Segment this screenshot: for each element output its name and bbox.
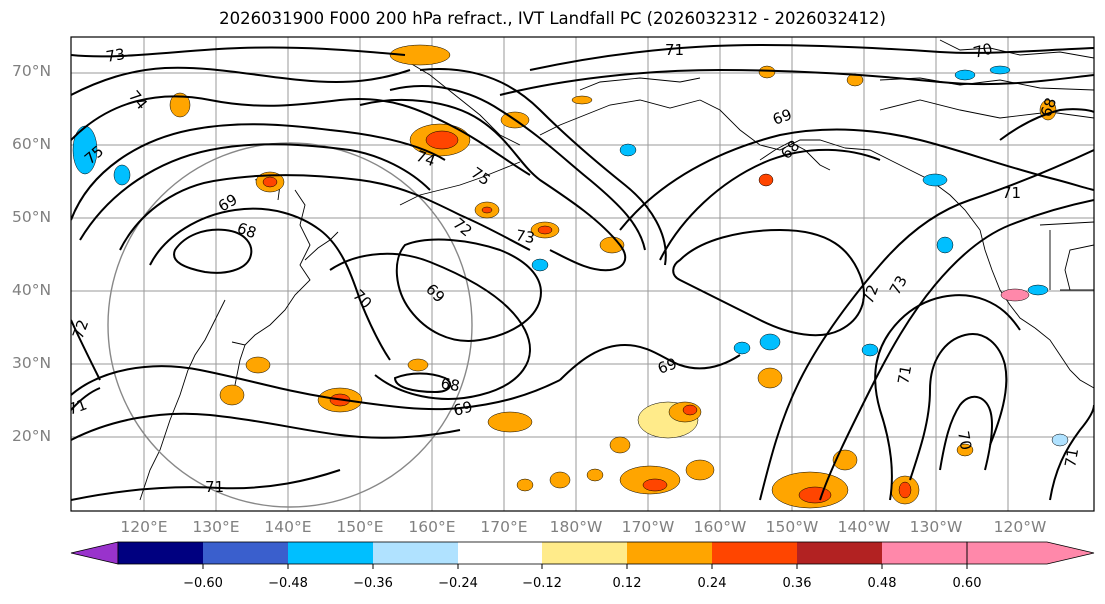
contour-label: 68 <box>439 374 461 395</box>
lon-label: 150°E <box>336 518 384 536</box>
contour-label: 68 <box>1037 95 1060 119</box>
contour-label: 71 <box>894 364 915 386</box>
map-frame <box>70 36 1095 512</box>
colorbar-bin <box>712 542 797 564</box>
contour-label: 73 <box>105 45 127 66</box>
lon-label: 140°W <box>837 518 891 536</box>
colorbar-bin <box>118 542 203 564</box>
contour-label: 69 <box>451 398 474 420</box>
lon-label: 180°W <box>549 518 603 536</box>
map-panel: 73 74 75 69 68 74 75 72 73 70 69 68 69 6… <box>65 37 1094 511</box>
contour-label: 69 <box>770 105 794 128</box>
colorbar-tick-label: −0.48 <box>268 576 308 591</box>
contour-label: 71 <box>1002 184 1021 202</box>
colorbar-bin <box>627 542 712 564</box>
lon-label: 120°W <box>993 518 1047 536</box>
contour-label: 71 <box>65 395 89 418</box>
lat-label: 20°N <box>12 427 52 445</box>
colorbar-tick-label: 0.48 <box>867 576 897 591</box>
colorbar-high-extend <box>966 541 1095 565</box>
contour-label: 74 <box>414 147 438 170</box>
colorbar-tick-label: −0.12 <box>522 576 562 591</box>
contour-label: 72 <box>859 282 882 306</box>
graticule <box>71 37 1094 511</box>
contour-label: 71 <box>205 478 224 496</box>
colorbar-bin <box>882 542 967 564</box>
contour-label: 68 <box>235 219 259 242</box>
colorbar-tick-label: 0.12 <box>612 576 642 591</box>
colorbar-bin <box>458 542 542 564</box>
colorbar-low-extend <box>70 541 119 565</box>
contour-label: 70 <box>971 40 994 62</box>
colorbar-bin <box>373 542 458 564</box>
lon-label: 140°E <box>264 518 312 536</box>
colorbar-tick-label: −0.24 <box>438 576 478 591</box>
colorbar-bin <box>203 542 288 564</box>
colorbar-tick-label: 0.60 <box>952 576 982 591</box>
colorbar-tick-label: −0.36 <box>353 576 393 591</box>
lon-label: 170°W <box>621 518 675 536</box>
lat-label: 50°N <box>12 208 52 226</box>
lat-label: 30°N <box>12 354 52 372</box>
colorbar-bin <box>542 542 627 564</box>
colorbar-tick-label: 0.36 <box>782 576 812 591</box>
contour-label: 70 <box>954 430 975 452</box>
contour-label: 69 <box>655 354 679 377</box>
colorbar-bin <box>797 542 882 564</box>
colorbar-ticks <box>202 564 968 569</box>
contour-label: 71 <box>1061 447 1082 469</box>
lon-label: 130°W <box>909 518 963 536</box>
contour-label: 72 <box>69 317 92 341</box>
lon-label: 120°E <box>120 518 168 536</box>
lon-label: 150°W <box>765 518 819 536</box>
lat-label: 70°N <box>12 62 52 80</box>
lon-label: 160°W <box>693 518 747 536</box>
lon-label: 170°E <box>480 518 528 536</box>
shaded-anomalies <box>72 44 1069 509</box>
colorbar-bin <box>288 542 373 564</box>
contour-label: 73 <box>514 226 536 247</box>
colorbar-tick-label: 0.24 <box>697 576 727 591</box>
lon-label: 130°E <box>192 518 240 536</box>
colorbar-tick-label: −0.60 <box>183 576 223 591</box>
lat-label: 40°N <box>12 281 52 299</box>
colorbar <box>70 541 1095 569</box>
refractivity-contours <box>71 43 1094 501</box>
lat-label: 60°N <box>12 135 52 153</box>
lon-label: 160°E <box>408 518 456 536</box>
contour-label: 71 <box>665 41 684 59</box>
map-title: 2026031900 F000 200 hPa refract., IVT La… <box>219 9 886 28</box>
great-circle-ring <box>107 142 473 508</box>
